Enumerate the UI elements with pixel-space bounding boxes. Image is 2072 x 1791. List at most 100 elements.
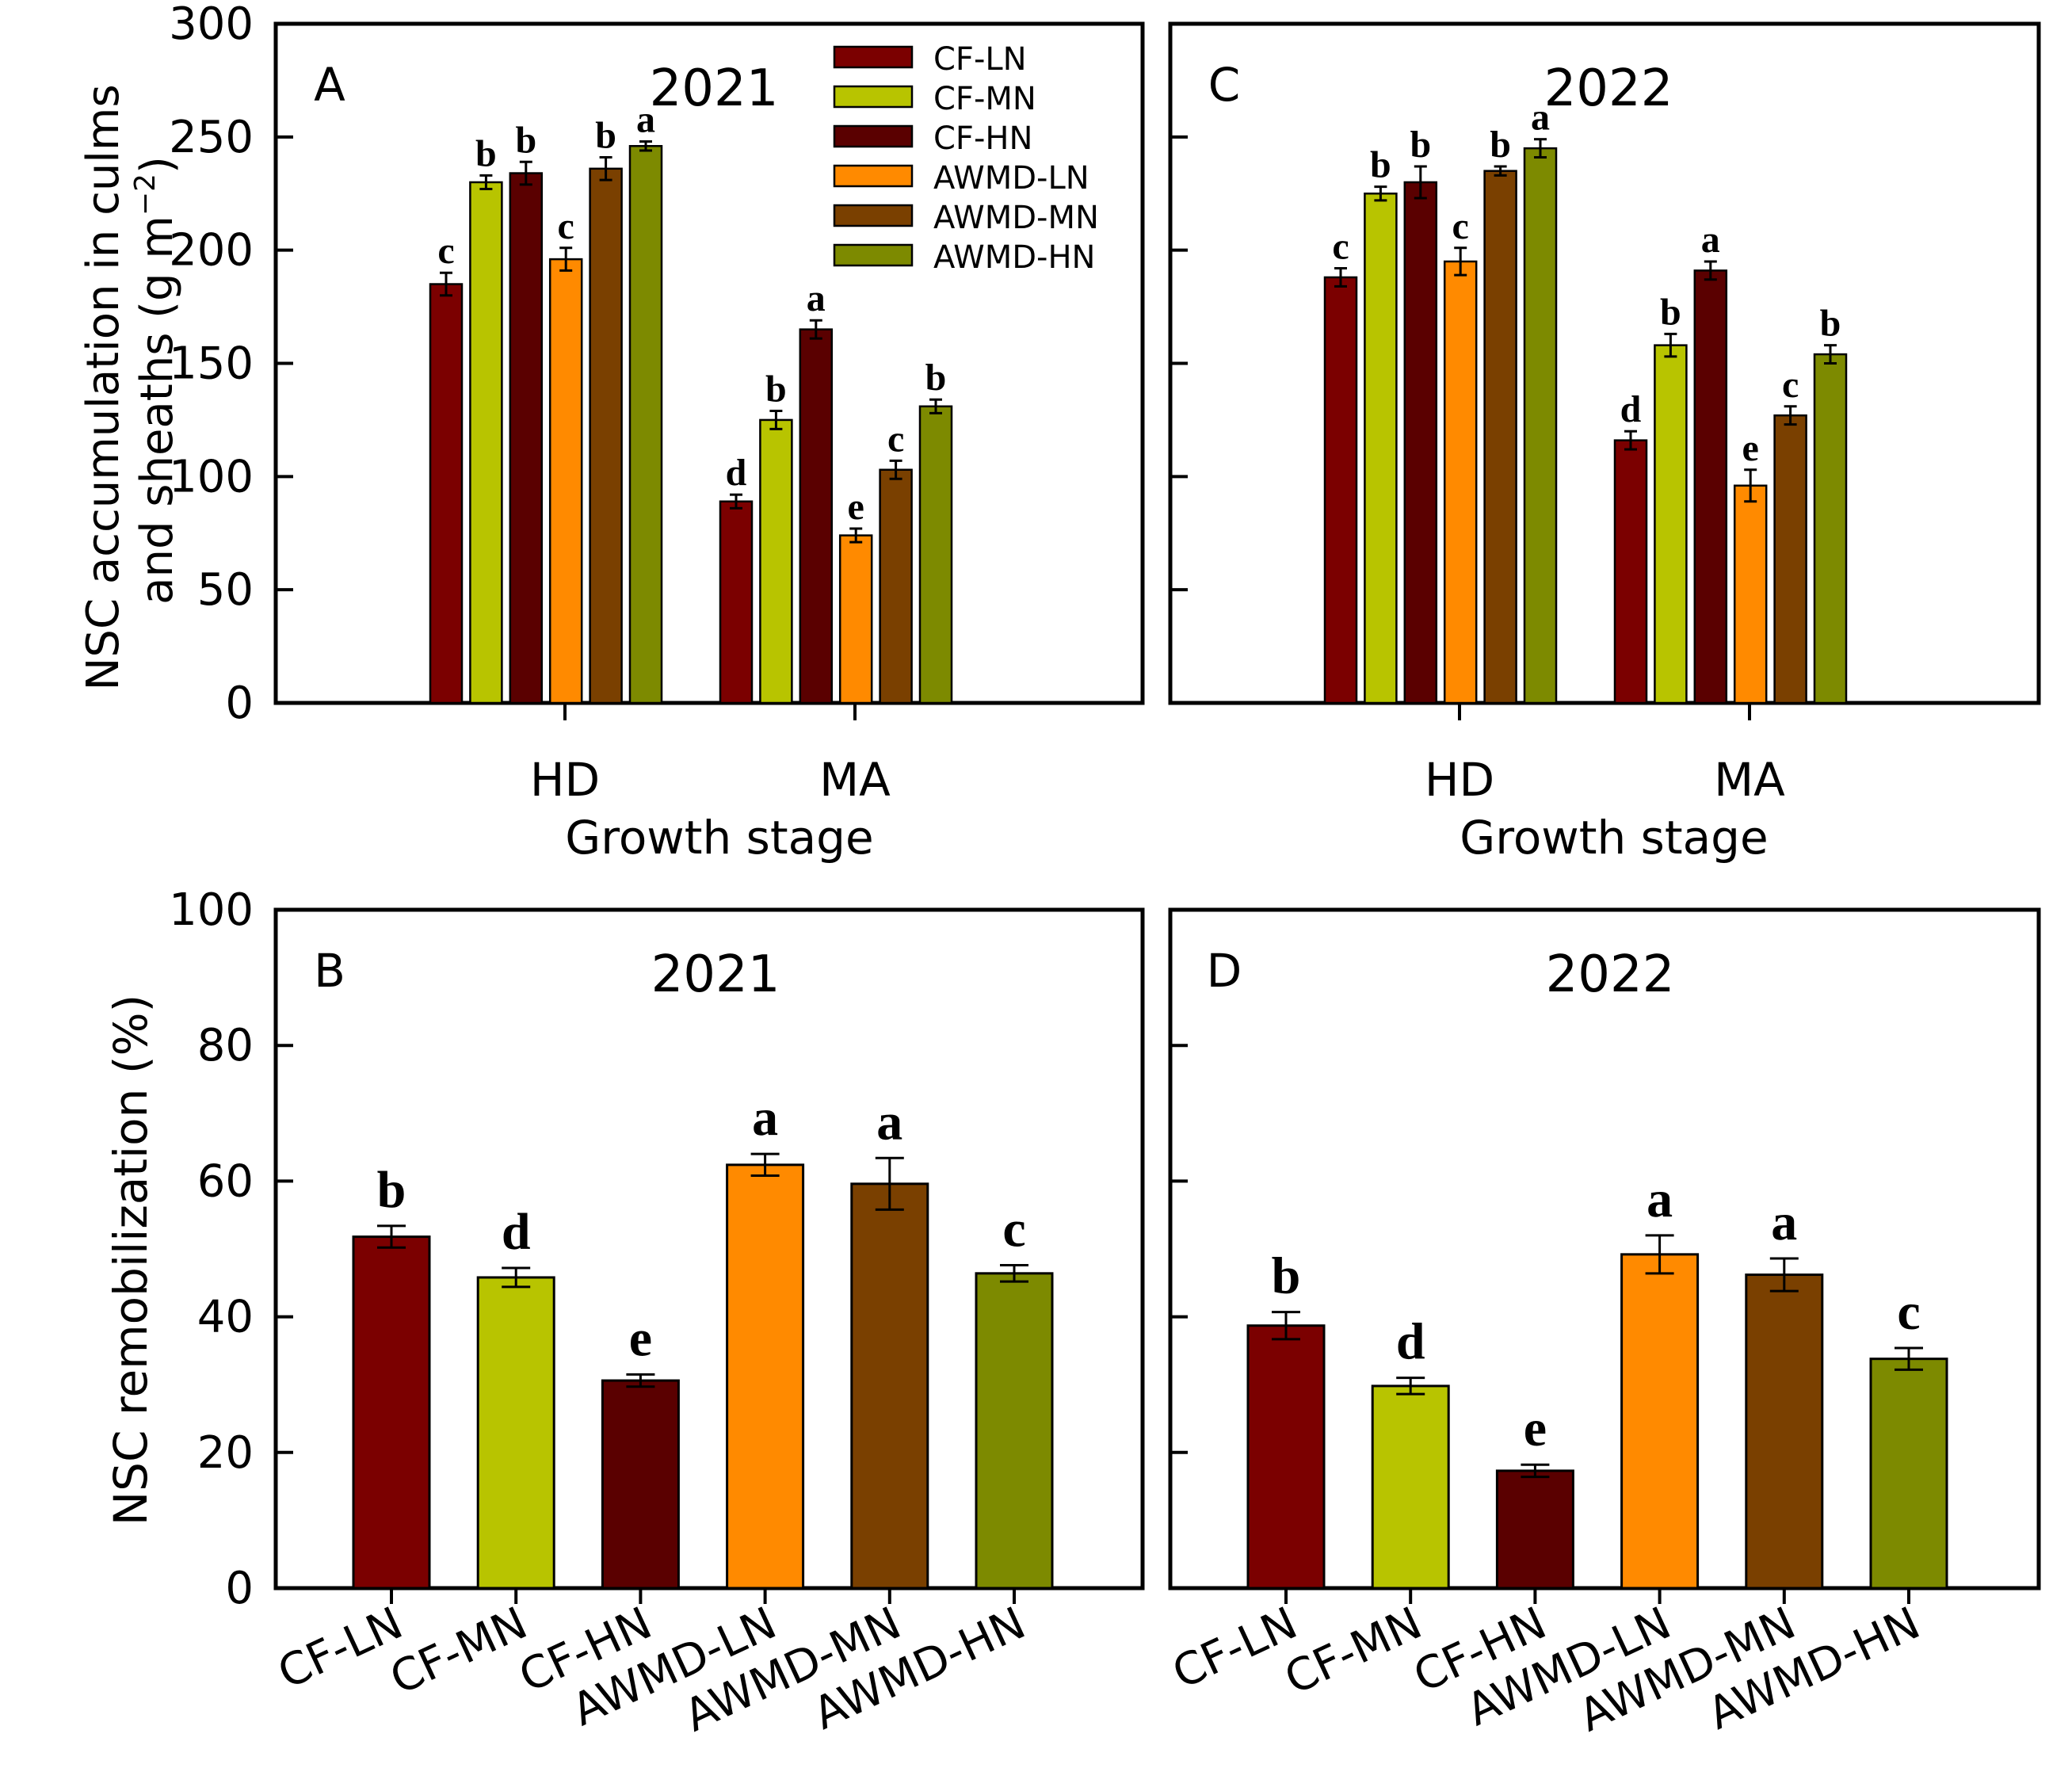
y-tick-label-B: 80 [197,1020,254,1071]
bar-D [1620,1253,1700,1590]
significance-letter-A: b [515,119,536,161]
significance-letter-D: b [1272,1247,1301,1305]
y-tick-label-A: 150 [169,338,254,390]
bar-C [1403,181,1438,705]
bar-A [429,283,464,705]
significance-letter-C: b [1660,291,1681,333]
bar-D [1869,1358,1948,1590]
significance-letter-D: c [1897,1283,1920,1341]
bar-C [1523,147,1558,705]
significance-letter-C: b [1820,303,1841,345]
significance-letter-A: b [925,357,947,399]
y-tick-label-A: 50 [197,564,254,616]
y-axis-title-bottom: NSC remobilization (%) [104,995,158,1526]
significance-letter-A: c [558,205,574,247]
bar-A [589,167,623,705]
significance-letter-D: a [1647,1170,1673,1228]
legend-swatch-A [833,45,914,69]
panel-letter-B: B [314,944,345,998]
significance-letter-C: a [1531,97,1550,139]
bar-D [1495,1469,1574,1590]
significance-letter-C: c [1782,364,1799,406]
legend-swatch-A [833,164,914,188]
bar-C [1733,484,1768,705]
x-tick-label-B: CF-LN [270,1598,410,1699]
legend-label-A: AWMD-HN [933,239,1095,276]
significance-letter-A: e [848,486,864,528]
bar-B [476,1276,555,1590]
significance-letter-C: e [1742,427,1759,469]
bar-C [1773,414,1807,705]
legend-label-A: AWMD-LN [933,160,1089,197]
significance-letter-A: c [887,418,904,460]
bar-C [1654,344,1688,705]
x-axis-title-A: Growth stage [565,811,873,865]
significance-letter-D: e [1524,1400,1547,1457]
bar-B [601,1379,680,1590]
y-tick-label-B: 40 [197,1292,254,1343]
bar-D [1745,1274,1824,1590]
bar-B [850,1182,929,1590]
x-tick-label-D: CF-MN [1277,1598,1429,1705]
significance-letter-C: b [1410,124,1431,166]
panel-letter-C: C [1208,58,1241,112]
bar-A [838,534,873,705]
plot-frame-D [1168,907,2041,1591]
significance-letter-A: d [726,452,747,494]
bar-D [1371,1384,1450,1590]
significance-letter-B: a [752,1089,778,1147]
y-tick-label-B: 20 [197,1427,254,1479]
y-tick-label-B: 0 [225,1563,254,1614]
bar-B [352,1235,431,1590]
significance-letter-A: b [475,132,497,174]
significance-letter-D: d [1396,1313,1425,1371]
x-tick-label-A: MA [819,753,891,807]
panel-D: D 2022bCF-LNdCF-MNeCF-HNaAWMD-LNaAWMD-MNc… [1165,907,2041,1742]
bar-B [726,1163,805,1590]
significance-letter-B: e [629,1309,652,1367]
panel-year-C: 2022 [1544,59,1673,118]
legend-swatch-A [833,85,914,109]
plot-frame-B [273,907,1145,1591]
x-tick-label-C: HD [1425,753,1494,807]
y-tick-label-A: 250 [169,112,254,163]
bar-A [469,181,503,705]
significance-letter-C: b [1490,124,1511,166]
panel-year-D: 2022 [1546,945,1675,1004]
significance-letter-B: c [1002,1201,1025,1258]
bar-C [1323,276,1358,705]
significance-letter-C: c [1452,205,1469,247]
significance-letter-C: a [1701,219,1720,261]
bar-C [1364,193,1398,705]
bar-A [799,328,834,705]
bar-A [509,172,544,705]
legend-label-A: CF-HN [933,120,1032,157]
panel-letter-D: D [1207,944,1242,998]
x-axis-title-C: Growth stage [1460,811,1768,865]
x-tick-label-D: CF-LN [1165,1598,1305,1699]
y-tick-label-A: 0 [225,678,254,729]
y-tick-label-A: 300 [169,0,254,50]
x-tick-label-B: CF-MN [383,1598,535,1705]
bar-C [1443,260,1478,705]
y-axis-title-top: NSC accumulation in culms and sheaths (g… [78,71,183,691]
panel-letter-A: A [314,58,345,112]
significance-letter-B: d [502,1203,531,1261]
significance-letter-D: a [1771,1193,1797,1251]
bar-A [918,405,953,705]
bar-C [1813,353,1848,705]
bar-A [628,145,663,705]
y-tick-label-A: 200 [169,225,254,277]
y-axis-title-top-line2: and sheaths (g m−2) [129,156,183,605]
significance-letter-A: c [437,230,454,272]
significance-letter-A: b [765,368,787,410]
legend-label-A: CF-MN [933,81,1036,117]
legend-label-A: AWMD-MN [933,200,1099,236]
y-tick-label-B: 60 [197,1155,254,1207]
legend-swatch-A [833,243,914,267]
legend-swatch-A [833,204,914,227]
